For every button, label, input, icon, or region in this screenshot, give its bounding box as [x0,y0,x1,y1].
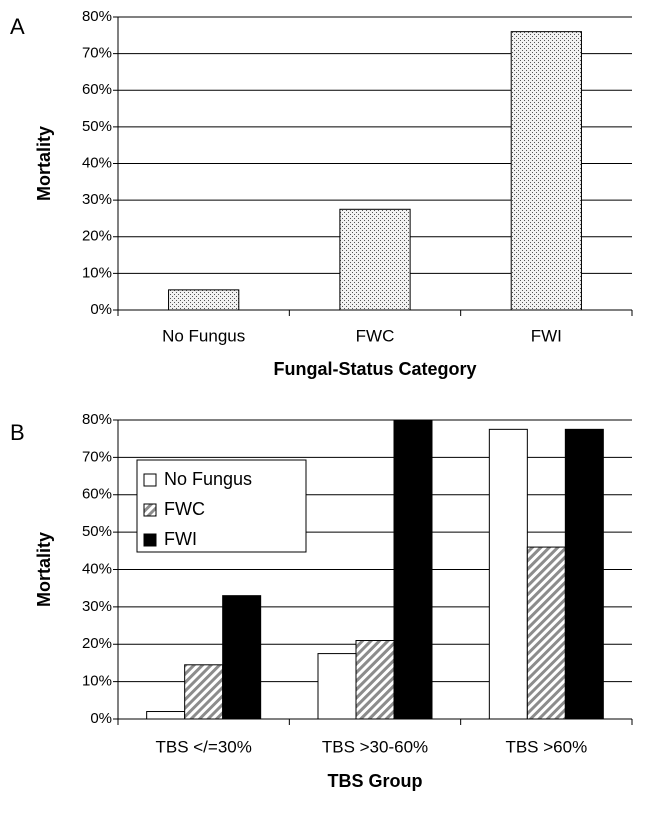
y-tick-label: 80% [82,8,112,25]
x-tick-label: TBS </=30% [155,737,251,756]
x-axis-title: Fungal-Status Category [273,359,476,379]
bar [168,289,240,311]
y-tick-label: 50% [82,523,112,540]
y-tick-label: 50% [82,118,112,135]
x-tick-label: TBS >60% [505,737,587,756]
y-tick-label: 70% [82,448,112,465]
y-tick-label: 20% [82,635,112,652]
y-axis-title: Mortality [34,126,54,201]
legend-label: No Fungus [164,469,252,489]
bar [184,664,224,720]
y-tick-label: 60% [82,81,112,98]
y-tick-label: 0% [90,301,112,318]
bar [488,428,528,720]
bar [355,640,395,720]
y-tick-label: 0% [90,710,112,727]
bar [393,419,433,720]
y-tick-label: 30% [82,598,112,615]
x-tick-label: FWC [356,326,395,345]
y-tick-label: 80% [82,411,112,428]
y-tick-label: 70% [82,45,112,62]
legend-label: FWC [164,499,205,519]
panel-label: A [10,14,25,39]
legend-swatch [143,473,157,487]
legend-swatch [143,533,157,547]
bar [222,595,262,720]
y-tick-label: 30% [82,191,112,208]
bar [510,31,582,311]
bar [317,653,357,720]
y-tick-label: 10% [82,673,112,690]
bar [526,546,566,720]
y-axis-title: Mortality [34,532,54,607]
legend-label: FWI [164,529,197,549]
bar [339,208,411,311]
panel-label: B [10,420,25,445]
y-tick-label: 40% [82,560,112,577]
x-tick-label: No Fungus [162,326,245,345]
y-tick-label: 40% [82,154,112,171]
legend-swatch [143,503,157,517]
y-tick-label: 60% [82,486,112,503]
y-tick-label: 20% [82,228,112,245]
legend-box [136,459,307,553]
y-tick-label: 10% [82,264,112,281]
x-tick-label: TBS >30-60% [322,737,428,756]
bar [146,711,186,720]
bar [564,428,604,720]
x-axis-title: TBS Group [328,771,423,791]
x-tick-label: FWI [531,326,562,345]
